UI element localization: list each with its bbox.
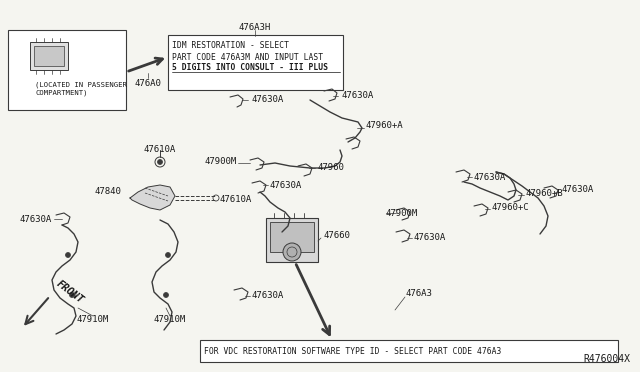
Text: 47630A: 47630A <box>252 96 284 105</box>
Text: 47960+C: 47960+C <box>492 202 530 212</box>
Polygon shape <box>130 185 175 210</box>
Circle shape <box>65 253 70 257</box>
Text: 47960: 47960 <box>317 164 344 173</box>
Circle shape <box>163 292 168 298</box>
Bar <box>30 42 68 70</box>
Text: 47610A: 47610A <box>220 196 252 205</box>
Circle shape <box>157 160 163 164</box>
Text: 476A0: 476A0 <box>134 78 161 87</box>
Text: 47630A: 47630A <box>414 234 446 243</box>
Text: 5 DIGITS INTO CONSULT - III PLUS: 5 DIGITS INTO CONSULT - III PLUS <box>172 64 328 73</box>
Bar <box>266 218 318 262</box>
Text: IDM RESTORATION - SELECT: IDM RESTORATION - SELECT <box>172 42 289 51</box>
Bar <box>34 46 64 66</box>
Text: 47960+B: 47960+B <box>526 189 564 198</box>
Text: 47900M: 47900M <box>205 157 237 166</box>
Text: 476A3H: 476A3H <box>239 22 271 32</box>
Text: 47910M: 47910M <box>154 315 186 324</box>
Bar <box>168 35 343 90</box>
Text: 47610A: 47610A <box>144 144 176 154</box>
Text: 47630A: 47630A <box>252 292 284 301</box>
Text: (LOCATED IN PASSENGER
COMPARTMENT): (LOCATED IN PASSENGER COMPARTMENT) <box>35 82 127 96</box>
Text: 476A3: 476A3 <box>405 289 432 298</box>
Bar <box>8 30 126 110</box>
Text: FRONT: FRONT <box>55 279 86 305</box>
Text: 47660: 47660 <box>323 231 350 241</box>
Bar <box>270 222 314 252</box>
Text: 47840: 47840 <box>94 186 121 196</box>
Text: R476004X: R476004X <box>583 354 630 364</box>
Text: 47630A: 47630A <box>474 173 506 182</box>
Circle shape <box>283 243 301 261</box>
Circle shape <box>166 253 170 257</box>
Text: 47630A: 47630A <box>562 186 595 195</box>
Bar <box>200 340 618 362</box>
Text: 47630A: 47630A <box>342 92 374 100</box>
Text: PART CODE 476A3M AND INPUT LAST: PART CODE 476A3M AND INPUT LAST <box>172 52 323 61</box>
Text: 47900M: 47900M <box>386 208 419 218</box>
Text: FOR VDC RESTORATION SOFTWARE TYPE ID - SELECT PART CODE 476A3: FOR VDC RESTORATION SOFTWARE TYPE ID - S… <box>204 346 501 356</box>
Text: 47910M: 47910M <box>77 315 109 324</box>
Circle shape <box>70 292 74 298</box>
Text: 47630A: 47630A <box>270 180 302 189</box>
Text: 47960+A: 47960+A <box>366 122 404 131</box>
Text: 47630A: 47630A <box>20 215 52 224</box>
